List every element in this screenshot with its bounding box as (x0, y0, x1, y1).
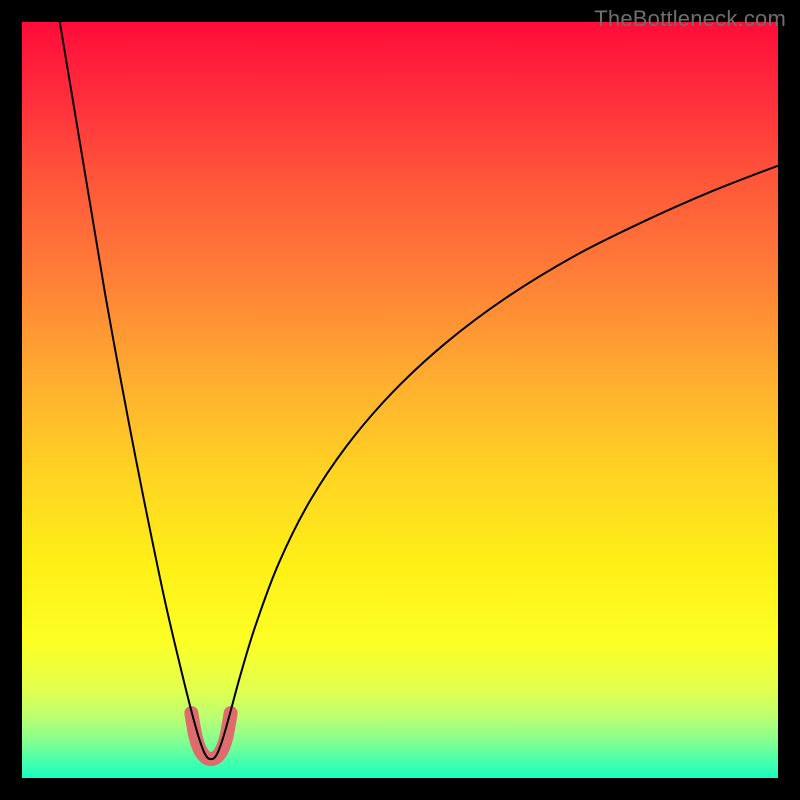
bottleneck-chart (0, 0, 800, 800)
plot-background (22, 22, 778, 778)
image-root: { "watermark": { "text": "TheBottleneck.… (0, 0, 800, 800)
watermark-text: TheBottleneck.com (594, 6, 786, 32)
